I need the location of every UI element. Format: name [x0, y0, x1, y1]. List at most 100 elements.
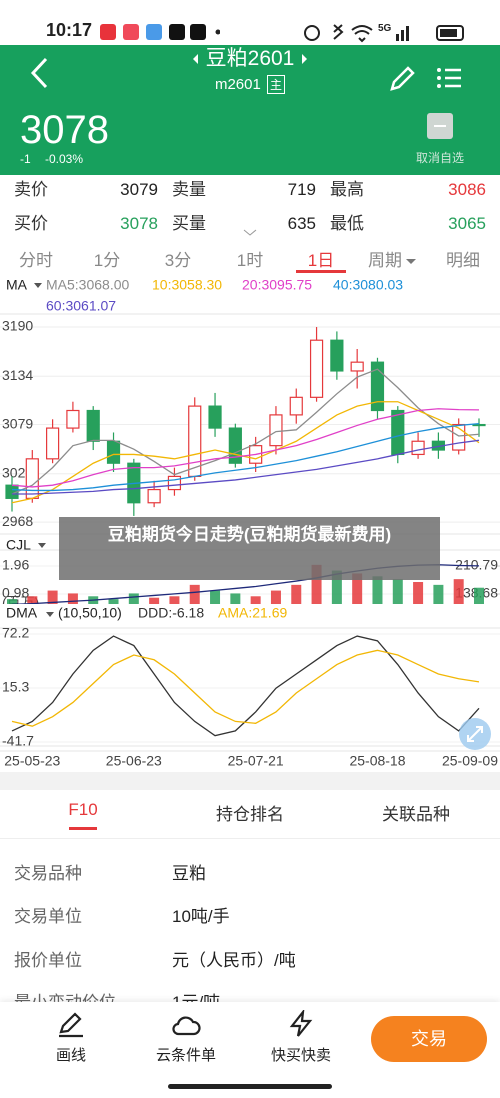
volume-bar [372, 576, 383, 606]
toolbar-item[interactable]: 画线 [55, 1047, 87, 1064]
x-tick-label: 25-09-09 [442, 753, 498, 769]
toolbar-item[interactable]: 云条件单 [155, 1047, 217, 1064]
volume-bar [108, 599, 119, 606]
y-tick-label: -41.7 [2, 733, 34, 749]
detail-value: 豆粕 [172, 864, 206, 883]
volume-bar [149, 597, 160, 606]
chart: 3190 3134 3079 3023 2968 MA MA5:3068.00 10:3058… [0, 277, 500, 769]
legend-entry: 40:3080.03 [333, 277, 403, 293]
y2-tick-label: 210.79 [455, 557, 498, 573]
detail-tab[interactable]: 持仓排名 [216, 805, 284, 824]
price-change-pct: -0.03% [45, 152, 84, 166]
trade-button[interactable]: 交易 [371, 1016, 487, 1062]
period-tab-active[interactable]: 1日 [307, 251, 335, 270]
volume-bar [291, 584, 302, 606]
detail-tab[interactable]: 关联品种 [382, 805, 450, 824]
cloud-icon [172, 1016, 201, 1036]
period-tab-label: 周期 [368, 251, 402, 270]
legend-entry: 60:3061.07 [46, 298, 116, 314]
panel-dropdown [38, 543, 46, 548]
detail-label: 交易单位 [14, 907, 82, 926]
detail-tab-active[interactable]: F10 [68, 800, 98, 819]
back-button[interactable] [28, 57, 52, 89]
overlay-title: 豆粕期货今日走势(豆粕期货最新费用) [59, 517, 440, 580]
quote-label: 最高 [330, 180, 364, 199]
volume-bar [413, 582, 424, 606]
y-tick-label: 0.98 [2, 585, 29, 601]
quote-value: 3086 [448, 180, 486, 199]
volume-bar [270, 590, 281, 606]
dma-line [11, 649, 480, 727]
dma-line [11, 635, 480, 737]
watch-icon[interactable] [427, 113, 453, 139]
menu-button[interactable] [436, 67, 464, 91]
candle-body [147, 488, 161, 504]
quote-label: 买量 [172, 214, 206, 233]
legend-entry: DDD:-6.18 [138, 605, 204, 621]
status-bar: 10:17 5G [0, 0, 500, 45]
panel-dropdown [46, 612, 54, 617]
ma-line [12, 439, 480, 495]
legend-entry: MA5:3068.00 [46, 277, 129, 293]
quote-value: 635 [287, 214, 316, 233]
candle-body [66, 409, 80, 429]
volume-bar [169, 596, 180, 606]
volume-bar [210, 590, 221, 606]
volume-bar [230, 593, 241, 606]
volume-bar [250, 596, 261, 606]
volume-bar [311, 564, 322, 606]
candle-body [391, 409, 405, 456]
candle-body [86, 409, 100, 442]
watch-button[interactable]: 取消自选 [415, 151, 464, 165]
expand-icon[interactable] [243, 229, 257, 237]
ma-line [11, 423, 480, 492]
period-tab[interactable]: 周期 [368, 246, 416, 271]
panel-title: DMA [6, 605, 38, 621]
indicator-label: MA [6, 277, 28, 293]
volume-bar [189, 584, 200, 606]
period-tab[interactable]: 1分 [93, 251, 121, 270]
x-tick-label: 25-08-18 [349, 753, 405, 769]
header: 豆粕2601 m2601 主 3078 -1 -0.03% 取消自选 [0, 45, 500, 175]
period-tab[interactable]: 1时 [236, 251, 264, 270]
title[interactable]: 豆粕2601 [0, 46, 500, 72]
detail-value: 10吨/手 [172, 907, 230, 926]
active-underline [296, 270, 346, 273]
volume-bar [88, 596, 99, 606]
volume-bar [7, 599, 17, 606]
quote-value: 3065 [448, 214, 486, 233]
volume-bar [433, 584, 444, 606]
price-change: -1 [20, 152, 31, 166]
candle-body [350, 361, 364, 372]
panel-title: CJL [6, 537, 31, 553]
last-price: 3078 [20, 108, 109, 152]
detail-label: 报价单位 [14, 951, 82, 970]
period-tab[interactable]: 分时 [19, 251, 53, 270]
notification-icons [100, 24, 220, 40]
quote-value: 3078 [120, 214, 158, 233]
period-tab[interactable]: 3分 [164, 251, 192, 270]
period-tab[interactable]: 明细 [446, 251, 480, 270]
candle-body [106, 440, 121, 464]
volume-bar [27, 596, 38, 606]
candle-body [167, 475, 182, 491]
toolbar-item[interactable]: 快买快卖 [270, 1047, 332, 1064]
draw-icon [59, 1012, 83, 1038]
candle-body [370, 361, 385, 412]
legend-entry: AMA:21.69 [218, 605, 287, 621]
ma-line [11, 368, 480, 495]
divider [0, 838, 500, 839]
clock: 10:17 [46, 20, 93, 40]
quote-value: 719 [287, 180, 316, 199]
candle-body [289, 396, 303, 416]
x-tick-label: 25-06-23 [106, 753, 162, 769]
detail-label: 交易品种 [14, 864, 82, 883]
candle-body [309, 339, 324, 398]
edit-button[interactable] [388, 63, 418, 93]
candle-body [25, 458, 39, 499]
candle-body [411, 440, 425, 456]
candle-body [269, 414, 283, 447]
fullscreen-button[interactable] [458, 717, 492, 751]
y-tick-label: 3079 [2, 415, 33, 431]
